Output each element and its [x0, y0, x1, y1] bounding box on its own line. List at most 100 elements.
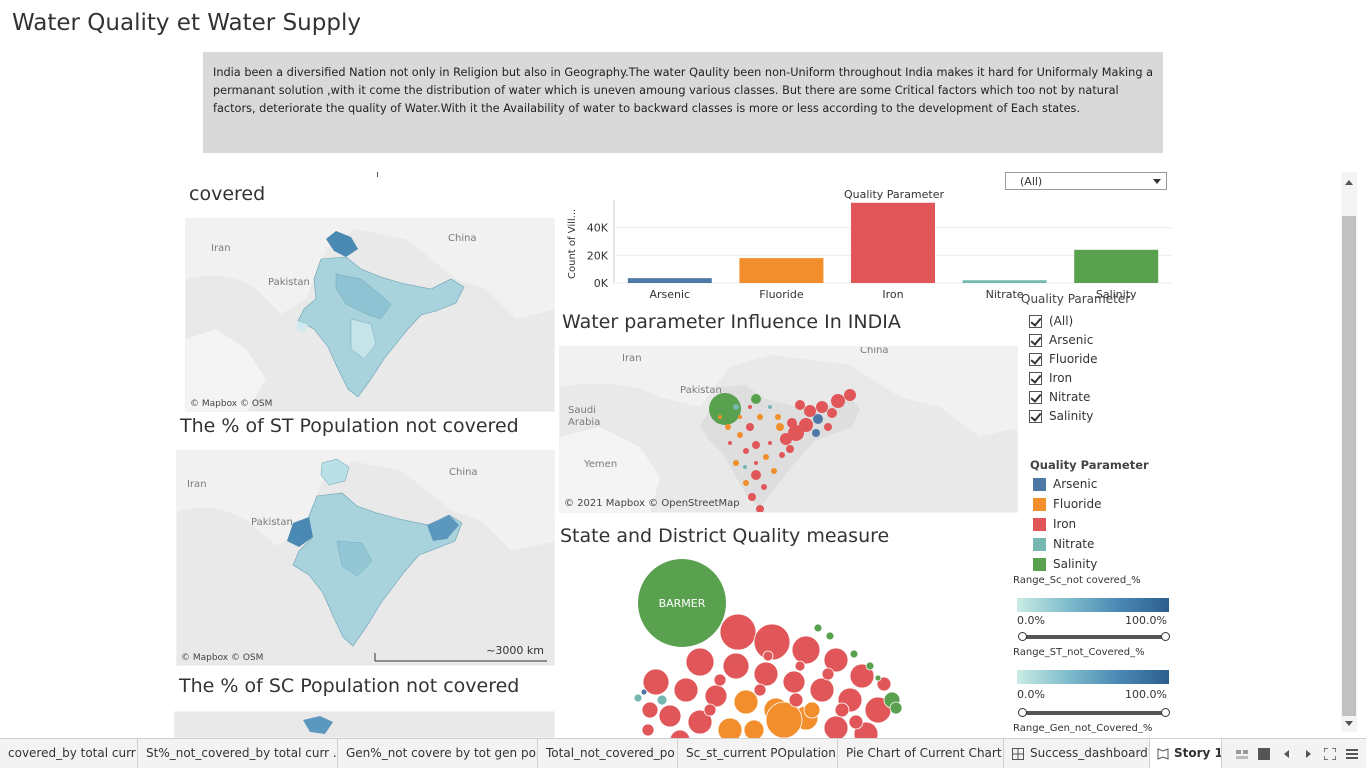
influence-map-dot[interactable]	[748, 405, 752, 409]
map-attribution[interactable]: © Mapbox © OSM	[181, 653, 264, 663]
influence-map-dot[interactable]	[728, 441, 732, 445]
influence-map-dot[interactable]	[752, 441, 760, 449]
influence-map-dot[interactable]	[786, 445, 794, 453]
bar-fluoride[interactable]	[739, 258, 824, 283]
district-bubble[interactable]	[813, 623, 823, 633]
influence-map-dot[interactable]	[780, 433, 792, 445]
influence-map-dot[interactable]	[788, 425, 804, 441]
district-bubble[interactable]	[803, 701, 821, 719]
legend-item-salinity[interactable]: Salinity	[1033, 557, 1097, 571]
quality-bar-chart[interactable]: Quality Parameter Count of Vill... 0K 20K 40…	[560, 186, 1175, 304]
district-bubble[interactable]	[687, 709, 713, 735]
district-bubble[interactable]	[733, 689, 759, 715]
influence-map-dot[interactable]	[709, 393, 741, 425]
bar-arsenic[interactable]	[627, 278, 712, 283]
influence-map-dot[interactable]	[751, 470, 761, 480]
next-icon[interactable]	[1302, 748, 1314, 760]
influence-map-dot[interactable]	[787, 418, 797, 428]
tab-sc-st-population[interactable]: Sc_st_current POpulation	[678, 739, 838, 768]
tab-covered[interactable]: covered_by total curr ...	[0, 739, 138, 768]
bar-salinity[interactable]	[1074, 249, 1159, 283]
district-bubble[interactable]	[743, 719, 765, 738]
checkbox-salinity[interactable]: Salinity	[1029, 408, 1093, 424]
tab-success-dashboard[interactable]: Success_dashboard	[1004, 739, 1150, 768]
district-bubble[interactable]	[889, 701, 903, 715]
vertical-scrollbar[interactable]	[1341, 172, 1357, 732]
district-bubble[interactable]	[642, 668, 670, 696]
st-map[interactable]: Iran China Pakistan © Mapbox © OSM ~3000…	[176, 450, 555, 666]
district-bubble[interactable]	[874, 674, 882, 682]
checkbox-icon[interactable]	[1029, 390, 1042, 404]
covered-map[interactable]: Iran China Pakistan © Mapbox © OSM	[185, 218, 555, 412]
influence-map-dot[interactable]	[763, 454, 769, 460]
influence-map-dot[interactable]	[844, 389, 856, 401]
district-bubble[interactable]	[765, 701, 803, 738]
legend-item-nitrate[interactable]: Nitrate	[1033, 537, 1094, 551]
fullscreen-icon[interactable]	[1324, 748, 1336, 760]
checkbox-all[interactable]: (All)	[1029, 313, 1073, 329]
district-bubble[interactable]	[658, 704, 682, 728]
district-bubble[interactable]	[849, 649, 859, 659]
district-bubble[interactable]	[809, 677, 835, 703]
district-bubble[interactable]	[876, 676, 892, 692]
map-attribution[interactable]: © Mapbox © OSM	[190, 399, 273, 409]
influence-map-dot[interactable]	[754, 461, 758, 465]
influence-map-dot[interactable]	[743, 480, 749, 486]
district-bubble[interactable]	[704, 684, 728, 708]
influence-map-dot[interactable]	[804, 405, 816, 417]
influence-map-dot[interactable]	[779, 452, 785, 458]
influence-map-dot[interactable]	[761, 484, 767, 490]
bubble-chart[interactable]: BARMER	[560, 550, 1010, 738]
map-attribution-long[interactable]: © 2021 Mapbox © OpenStreetMap	[564, 498, 740, 509]
scroll-up-icon[interactable]	[1345, 180, 1353, 185]
range-st-slider[interactable]	[1018, 708, 1170, 717]
influence-map-dot[interactable]	[812, 429, 820, 437]
district-bubble[interactable]	[641, 701, 659, 719]
district-bubble[interactable]	[865, 661, 875, 671]
scroll-down-icon[interactable]	[1345, 721, 1353, 726]
scrollbar-thumb[interactable]	[1342, 216, 1356, 716]
district-bubble[interactable]	[656, 694, 668, 706]
range-sc-slider[interactable]	[1018, 632, 1170, 641]
influence-map-dot[interactable]	[824, 423, 832, 431]
show-filmstrip-icon[interactable]	[1236, 748, 1248, 760]
checkbox-icon[interactable]	[1029, 409, 1042, 423]
influence-map-dot[interactable]	[733, 404, 739, 410]
district-bubble[interactable]	[782, 670, 806, 694]
slider-handle-min[interactable]	[1018, 708, 1027, 717]
checkbox-icon[interactable]	[1029, 371, 1042, 385]
checkbox-iron[interactable]: Iron	[1029, 370, 1072, 386]
district-bubble[interactable]	[717, 717, 743, 738]
influence-map-dot[interactable]	[813, 414, 823, 424]
district-bubble[interactable]	[788, 692, 804, 708]
show-sheet-icon[interactable]	[1258, 748, 1270, 760]
chevron-down-icon[interactable]	[1153, 179, 1161, 184]
influence-map-dot[interactable]	[831, 394, 845, 408]
district-bubble[interactable]	[669, 729, 691, 738]
slider-handle-max[interactable]	[1161, 708, 1170, 717]
district-bubble[interactable]	[823, 647, 849, 673]
slider-handle-max[interactable]	[1161, 632, 1170, 641]
bar-nitrate[interactable]	[962, 280, 1047, 283]
district-bubble[interactable]	[821, 667, 835, 681]
district-bubble[interactable]	[825, 631, 835, 641]
district-bubble[interactable]	[753, 661, 779, 687]
influence-map-dot[interactable]	[775, 414, 781, 420]
influence-map-dot[interactable]	[737, 432, 743, 438]
influence-map-dot[interactable]	[756, 505, 764, 513]
district-bubble[interactable]	[753, 623, 791, 661]
district-bubble[interactable]	[762, 650, 774, 662]
district-bubble[interactable]	[703, 703, 717, 717]
checkbox-icon[interactable]	[1029, 333, 1042, 347]
tab-total-not-covered[interactable]: Total_not_covered_po	[538, 739, 678, 768]
district-bubble[interactable]	[633, 693, 643, 703]
district-bubble[interactable]	[834, 702, 850, 718]
influence-map[interactable]: Iran China Pakistan Saudi Arabia Yemen © …	[559, 346, 1018, 513]
district-bubble[interactable]	[722, 652, 750, 680]
checkbox-fluoride[interactable]: Fluoride	[1029, 351, 1097, 367]
tab-gen-not-covered[interactable]: Gen%_not covere by tot gen pop	[338, 739, 538, 768]
district-bubble[interactable]	[753, 683, 767, 697]
influence-map-dot[interactable]	[743, 448, 749, 454]
district-bubble[interactable]	[848, 714, 864, 730]
influence-map-dot[interactable]	[776, 423, 784, 431]
